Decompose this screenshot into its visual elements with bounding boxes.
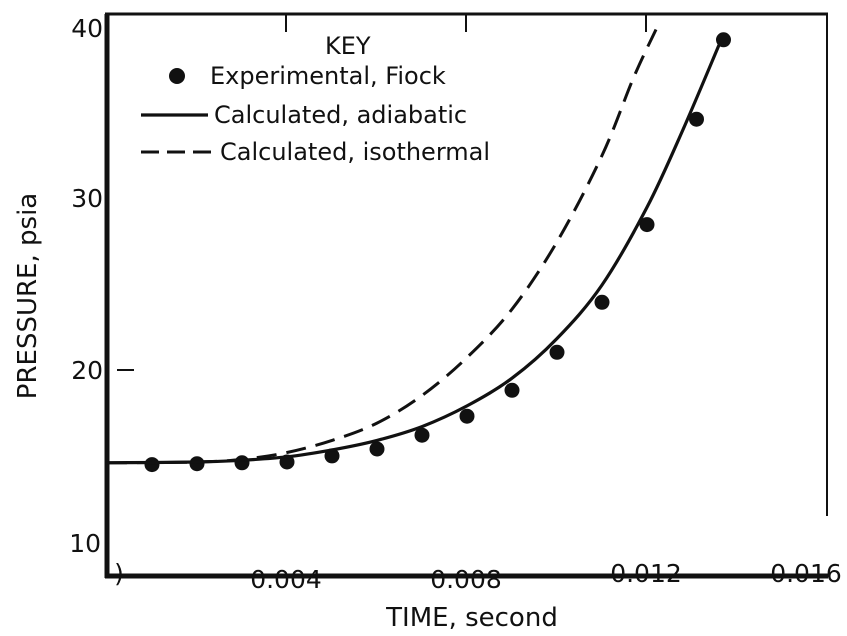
x-tick-label: 0.008 (430, 565, 502, 594)
legend-label-adiabatic: Calculated, adiabatic (214, 101, 467, 129)
x-tick-label: 0.016 (770, 559, 842, 588)
legend: KEY Experimental, Fiock Calculated, adia… (141, 32, 490, 166)
legend-label-isothermal: Calculated, isothermal (220, 138, 490, 166)
experimental-data-point (689, 111, 704, 127)
x-tick-label: ) (114, 559, 124, 588)
experimental-data-point (144, 457, 160, 473)
x-tick-labels: ) 0.004 0.008 0.012 0.016 (114, 559, 842, 594)
y-tick-label: 20 (71, 356, 103, 385)
experimental-data-point (716, 32, 731, 48)
y-tick-label: 40 (71, 14, 103, 43)
experimental-data-point (549, 344, 565, 360)
legend-label-experimental: Experimental, Fiock (210, 62, 446, 90)
experimental-data-point (504, 382, 520, 398)
y-tick-label: 30 (71, 184, 103, 213)
y-axis-title: PRESSURE, psia (13, 193, 43, 399)
x-axis-title: TIME, second (385, 603, 558, 633)
experimental-data-point (369, 441, 385, 457)
isothermal-curve (106, 28, 658, 465)
x-tick-label: 0.004 (250, 565, 322, 594)
experimental-data-point (459, 408, 475, 424)
experimental-data-point (234, 455, 250, 471)
legend-title: KEY (325, 32, 371, 60)
experimental-data-point (639, 217, 655, 233)
experimental-data-point (189, 456, 205, 472)
top-ticks (285, 14, 647, 32)
experimental-data-point (594, 294, 610, 310)
experimental-data-point (414, 427, 430, 443)
y-tick-label: 10 (69, 529, 101, 558)
legend-dot-marker (169, 68, 185, 84)
y-tick-labels: 10 20 30 40 (69, 14, 103, 558)
x-tick-label: 0.012 (610, 559, 682, 588)
series-layer (106, 28, 731, 473)
